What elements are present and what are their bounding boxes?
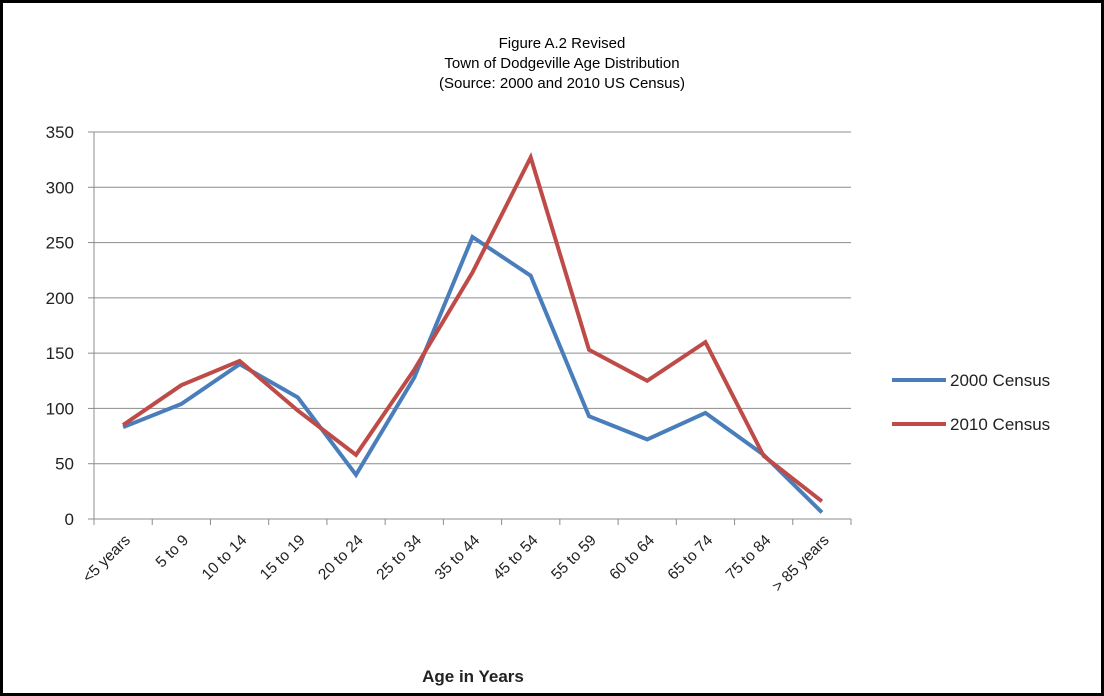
chart-source: (Source: 2000 and 2010 US Census) bbox=[439, 75, 685, 92]
y-tick-label: 0 bbox=[65, 510, 74, 529]
axes bbox=[93, 132, 852, 525]
series-line bbox=[121, 152, 824, 503]
x-tick-label: 60 to 64 bbox=[606, 532, 658, 584]
legend-label: 2000 Census bbox=[950, 371, 1050, 390]
x-tick-label: > 85 years bbox=[769, 532, 833, 596]
x-tick-label: 5 to 9 bbox=[153, 532, 192, 571]
x-tick-label: 45 to 54 bbox=[490, 532, 542, 584]
chart-subtitle: Town of Dodgeville Age Distribution bbox=[444, 55, 679, 72]
x-tick-label: 75 to 84 bbox=[723, 532, 775, 584]
y-tick-label: 300 bbox=[46, 178, 74, 197]
y-tick-label: 100 bbox=[46, 399, 74, 418]
x-tick-label: 10 to 14 bbox=[199, 532, 251, 584]
x-axis-title: Age in Years bbox=[422, 667, 524, 686]
series-line bbox=[122, 233, 824, 514]
series-lines bbox=[121, 152, 824, 514]
x-tick-label: 25 to 34 bbox=[373, 532, 425, 584]
y-tick-label: 250 bbox=[46, 234, 74, 253]
x-tick-label: 55 to 59 bbox=[548, 532, 600, 584]
x-tick-label: 35 to 44 bbox=[432, 532, 484, 584]
chart-title: Figure A.2 Revised bbox=[499, 35, 626, 52]
y-tick-label: 150 bbox=[46, 344, 74, 363]
y-tick-label: 200 bbox=[46, 289, 74, 308]
x-tick-label: 20 to 24 bbox=[315, 532, 367, 584]
x-tick-label: 65 to 74 bbox=[665, 532, 717, 584]
x-tick-label: 15 to 19 bbox=[257, 532, 309, 584]
y-tick-label: 50 bbox=[55, 455, 74, 474]
legend: 2000 Census 2010 Census bbox=[892, 371, 1050, 434]
x-tick-labels: <5 years 5 to 9 10 to 14 15 to 19 20 to 24 25… bbox=[80, 532, 833, 596]
gridlines bbox=[88, 131, 851, 520]
legend-label: 2010 Census bbox=[950, 415, 1050, 434]
y-tick-label: 350 bbox=[46, 123, 74, 142]
y-tick-labels: 0 50 100 150 200 250 300 350 bbox=[46, 123, 74, 529]
x-tick-label: <5 years bbox=[80, 532, 135, 587]
chart-title-block: Figure A.2 Revised Town of Dodgeville Ag… bbox=[439, 35, 685, 92]
